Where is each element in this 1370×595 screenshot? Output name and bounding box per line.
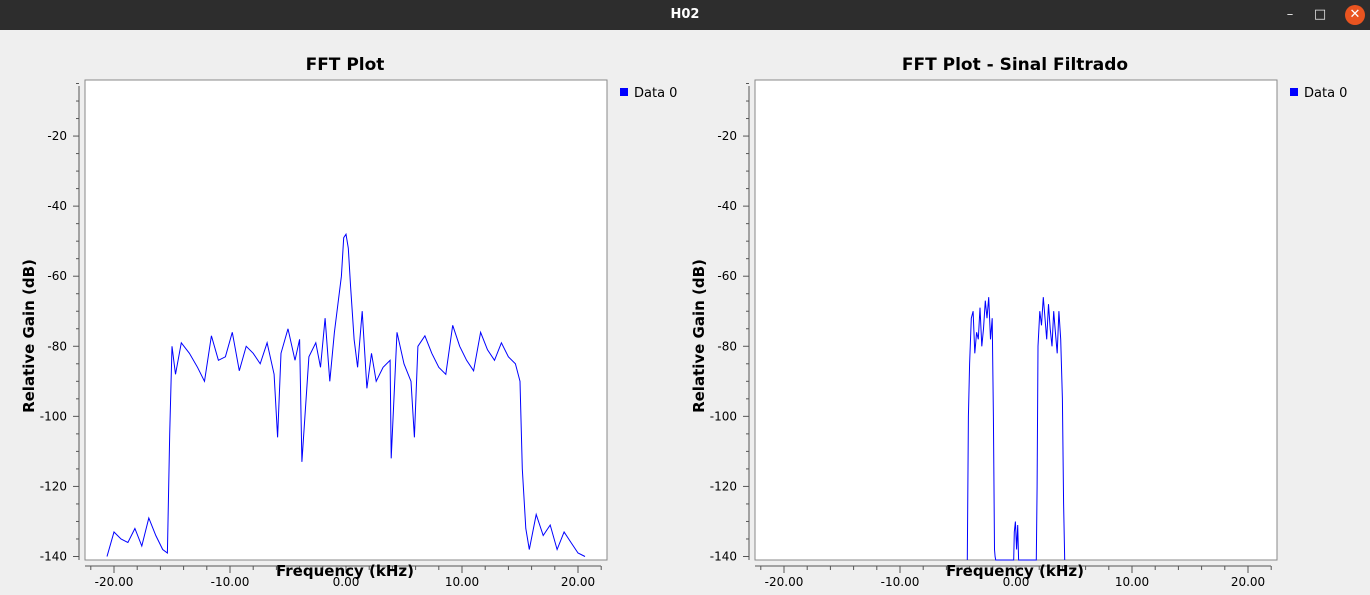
y-axis-label: Relative Gain (dB) — [20, 259, 38, 413]
maximize-icon[interactable]: □ — [1313, 7, 1327, 22]
window-titlebar: H02 – □ ✕ — [0, 0, 1370, 30]
x-axis-label: Frequency (kHz) — [276, 562, 414, 580]
y-tick-label: -60 — [717, 269, 737, 283]
y-axis: -20 -40 -60 -80 -100 -120 -140 — [710, 83, 750, 563]
legend-label: Data 0 — [1304, 86, 1347, 101]
y-axis-label: Relative Gain (dB) — [690, 259, 708, 413]
fft-plot-left-svg: FFT Plot -20 -40 -60 -80 -100 -120 -140 -20.00… — [20, 55, 677, 589]
x-tick-label: -20.00 — [765, 575, 804, 589]
y-tick-label: -80 — [717, 339, 737, 353]
y-tick-label: -60 — [47, 269, 67, 283]
fft-plot-filtered: FFT Plot - Sinal Filtrado -20 -40 -60 -80 -1… — [670, 30, 1355, 595]
minimize-icon[interactable]: – — [1286, 7, 1294, 22]
x-tick-label: -10.00 — [211, 575, 250, 589]
x-tick-label: 10.00 — [1115, 575, 1149, 589]
fft-plot-left: FFT Plot -20 -40 -60 -80 -100 -120 -140 -20.00… — [0, 30, 685, 595]
plot-canvas[interactable] — [754, 79, 1278, 561]
plot-title: FFT Plot — [306, 55, 385, 75]
close-icon[interactable]: ✕ — [1345, 5, 1365, 25]
window-title: H02 — [670, 7, 700, 22]
y-axis: -20 -40 -60 -80 -100 -120 -140 — [40, 83, 80, 563]
x-tick-label: 20.00 — [1231, 575, 1265, 589]
x-tick-label: -20.00 — [95, 575, 134, 589]
x-tick-label: 0.00 — [1003, 575, 1030, 589]
y-tick-label: -100 — [710, 409, 737, 423]
series-line-data-0 — [966, 297, 1066, 561]
x-axis-label: Frequency (kHz) — [946, 562, 1084, 580]
fft-plot-filtered-svg: FFT Plot - Sinal Filtrado -20 -40 -60 -80 -1… — [690, 55, 1347, 589]
series-line-data-0 — [106, 232, 586, 557]
legend-swatch — [1290, 88, 1298, 96]
y-tick-label: -40 — [47, 199, 67, 213]
y-tick-label: -140 — [40, 549, 67, 563]
y-tick-label: -140 — [710, 549, 737, 563]
plot-title: FFT Plot - Sinal Filtrado — [902, 55, 1128, 75]
y-tick-label: -40 — [717, 199, 737, 213]
legend-label: Data 0 — [634, 86, 677, 101]
x-tick-label: 10.00 — [445, 575, 479, 589]
x-tick-label: 20.00 — [561, 575, 595, 589]
x-tick-label: 0.00 — [333, 575, 360, 589]
plot-canvas[interactable] — [84, 79, 608, 561]
y-tick-label: -120 — [710, 479, 737, 493]
y-tick-label: -20 — [47, 129, 67, 143]
x-axis: -20.00 -10.00 0.00 10.00 20.00 — [85, 565, 602, 589]
y-tick-label: -20 — [717, 129, 737, 143]
y-tick-label: -80 — [47, 339, 67, 353]
x-axis: -20.00 -10.00 0.00 10.00 20.00 — [755, 565, 1272, 589]
x-tick-label: -10.00 — [881, 575, 920, 589]
y-tick-label: -120 — [40, 479, 67, 493]
y-tick-label: -100 — [40, 409, 67, 423]
legend-swatch — [620, 88, 628, 96]
